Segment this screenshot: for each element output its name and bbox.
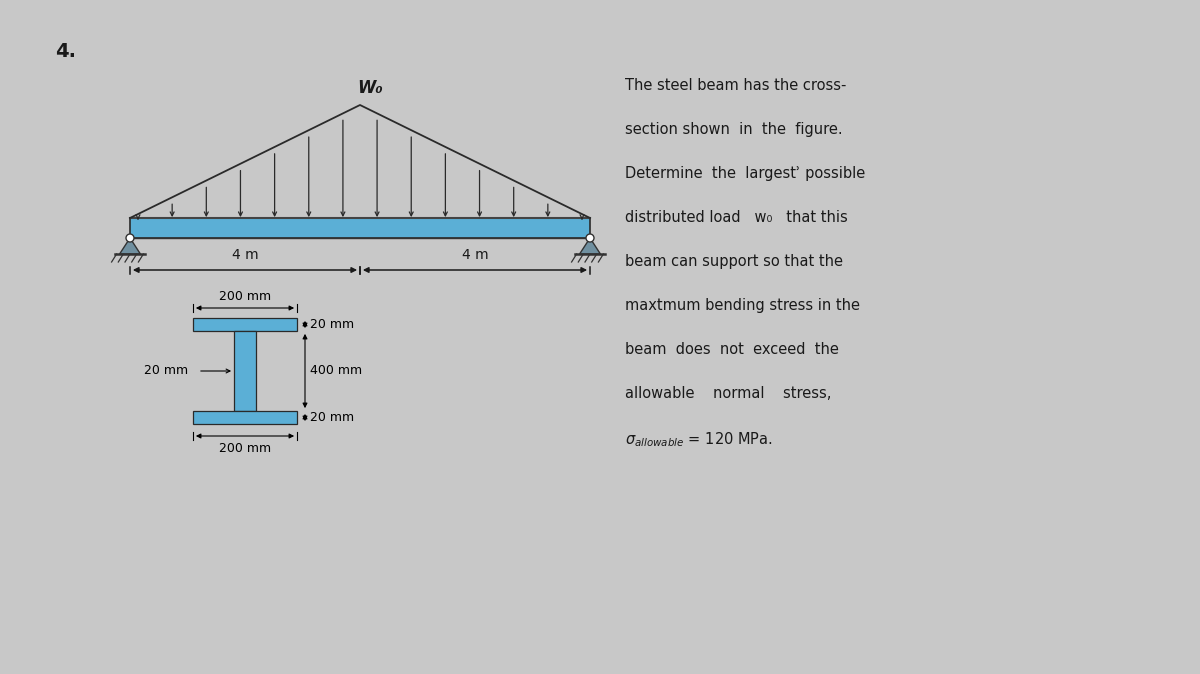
Text: beam  does  not  exceed  the: beam does not exceed the xyxy=(625,342,839,357)
Polygon shape xyxy=(120,238,140,254)
Text: allowable    normal    stress,: allowable normal stress, xyxy=(625,386,832,401)
Text: 20 mm: 20 mm xyxy=(310,411,354,424)
Text: maxtmum bending stress in the: maxtmum bending stress in the xyxy=(625,298,860,313)
Bar xyxy=(130,218,590,238)
Bar xyxy=(193,411,298,424)
Circle shape xyxy=(586,234,594,242)
Text: 4 m: 4 m xyxy=(232,248,258,262)
Circle shape xyxy=(126,234,134,242)
Text: $\sigma_{allowable}$ = 120 MPa.: $\sigma_{allowable}$ = 120 MPa. xyxy=(625,430,773,449)
Text: 400 mm: 400 mm xyxy=(310,365,362,377)
Polygon shape xyxy=(580,238,600,254)
Text: beam can support so that the: beam can support so that the xyxy=(625,254,842,269)
Text: 4.: 4. xyxy=(55,42,76,61)
Bar xyxy=(193,318,298,331)
Text: Determine  the  largestʾ possible: Determine the largestʾ possible xyxy=(625,166,865,181)
Text: The steel beam has the cross-: The steel beam has the cross- xyxy=(625,78,846,93)
Text: distributed load   w₀   that this: distributed load w₀ that this xyxy=(625,210,847,225)
Text: 20 mm: 20 mm xyxy=(144,365,188,377)
Text: W₀: W₀ xyxy=(358,79,383,97)
Text: 200 mm: 200 mm xyxy=(218,442,271,455)
Text: 200 mm: 200 mm xyxy=(218,290,271,303)
Text: 4 m: 4 m xyxy=(462,248,488,262)
Text: section shown  in  the  figure.: section shown in the figure. xyxy=(625,122,842,137)
Bar xyxy=(234,331,256,411)
Text: 20 mm: 20 mm xyxy=(310,318,354,331)
